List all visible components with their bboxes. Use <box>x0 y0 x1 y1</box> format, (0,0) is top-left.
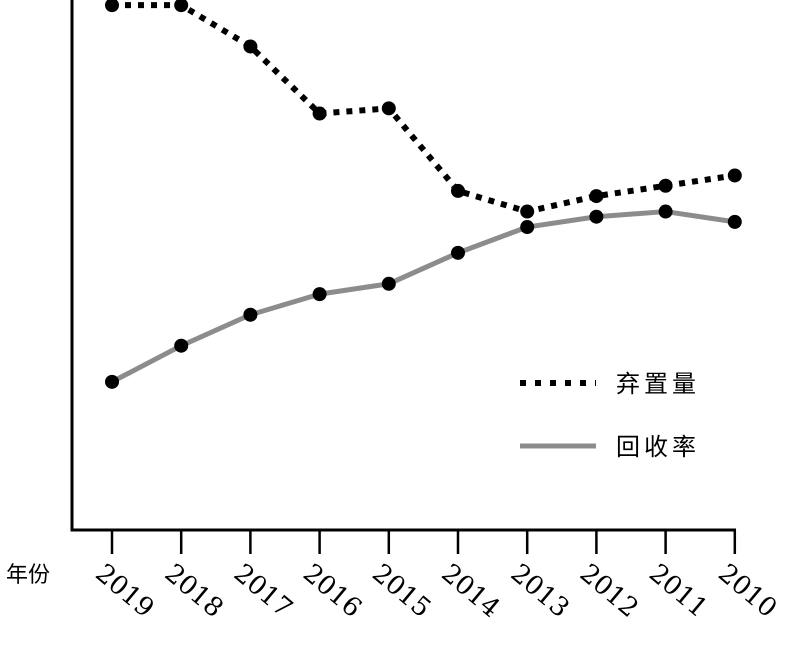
data-point-s0-8 <box>658 178 673 193</box>
data-point-s1-5 <box>451 245 465 260</box>
legend-label-1: 回收率 <box>616 433 700 461</box>
x-tick-label: 2010 <box>712 558 782 624</box>
data-point-s0-7 <box>589 189 604 204</box>
data-point-s1-9 <box>727 214 742 229</box>
series-1 <box>105 204 742 389</box>
data-point-s1-8 <box>658 204 673 219</box>
legend-label-0: 弃置量 <box>616 370 700 398</box>
x-tick-label: 2015 <box>366 558 436 624</box>
data-point-s0-1 <box>174 0 189 13</box>
x-tick-label: 2017 <box>228 558 298 624</box>
series-layer <box>105 0 742 389</box>
x-tick-label: 2014 <box>436 558 506 624</box>
data-point-s0-3 <box>312 106 327 121</box>
x-tick-label: 2011 <box>643 558 713 624</box>
series-0 <box>105 0 742 219</box>
x-tick-label: 2012 <box>574 558 644 624</box>
x-tick-label: 2013 <box>505 558 575 624</box>
data-point-s1-6 <box>520 220 535 235</box>
data-point-s0-5 <box>451 183 465 198</box>
x-axis-title: 年份 <box>6 563 50 588</box>
data-point-s0-4 <box>381 101 396 116</box>
x-tick-marks <box>110 530 737 554</box>
data-point-s1-0 <box>105 374 119 389</box>
x-tick-label: 2018 <box>159 558 229 624</box>
data-point-s1-3 <box>312 287 327 302</box>
x-tick-labels: 2019 2018 2017 2016 2015 2014 2013 2012 2011 2010 <box>90 558 783 624</box>
data-point-s1-2 <box>243 307 258 322</box>
data-point-s0-0 <box>105 0 119 13</box>
data-point-s0-6 <box>520 204 535 219</box>
x-tick-label: 2019 <box>90 558 160 624</box>
data-point-s0-9 <box>727 168 742 183</box>
x-tick-label: 2016 <box>297 558 367 624</box>
data-point-s0-2 <box>243 39 258 54</box>
series-line-0 <box>112 2 736 215</box>
data-point-s1-1 <box>174 338 189 353</box>
series-line-1 <box>110 209 736 385</box>
data-point-s1-7 <box>589 209 604 224</box>
data-point-s1-4 <box>381 276 396 291</box>
